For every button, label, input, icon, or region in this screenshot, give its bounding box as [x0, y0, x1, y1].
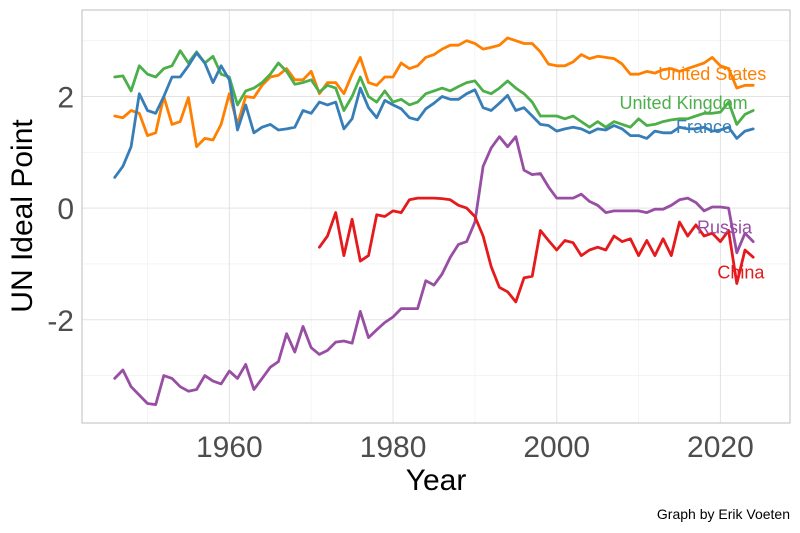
series-line-russia [113, 135, 755, 406]
series-line-united-states [113, 36, 755, 149]
plot-panel [81, 9, 791, 424]
series-label-china: China [717, 262, 765, 282]
x-axis-ticks: 1960 1980 2000 2020 [196, 431, 754, 464]
y-tick-label: 0 [57, 193, 74, 226]
x-tick-label: 1980 [360, 431, 427, 464]
series-label-france: France [676, 117, 732, 137]
grid [82, 10, 790, 423]
series-labels: United States United Kingdom France Russia C… [620, 64, 767, 282]
series-label-russia: Russia [697, 218, 753, 238]
y-tick-label: -2 [47, 305, 74, 338]
x-tick-label: 1960 [196, 431, 263, 464]
x-tick-label: 2020 [687, 431, 754, 464]
y-tick-label: 2 [57, 82, 74, 115]
series-line-united-kingdom [113, 49, 755, 129]
y-axis-title: UN Ideal Point [6, 119, 39, 313]
series-label-united-kingdom: United Kingdom [620, 93, 748, 113]
series-line-france [113, 51, 755, 179]
caption-credit: Graph by Erik Voeten [657, 506, 790, 522]
x-axis-title: Year [406, 464, 467, 497]
series-lines [113, 36, 755, 406]
y-axis-ticks: -2 0 2 [47, 82, 74, 338]
x-tick-label: 2000 [523, 431, 590, 464]
series-line-china [318, 196, 755, 304]
series-label-united-states: United States [658, 64, 766, 84]
